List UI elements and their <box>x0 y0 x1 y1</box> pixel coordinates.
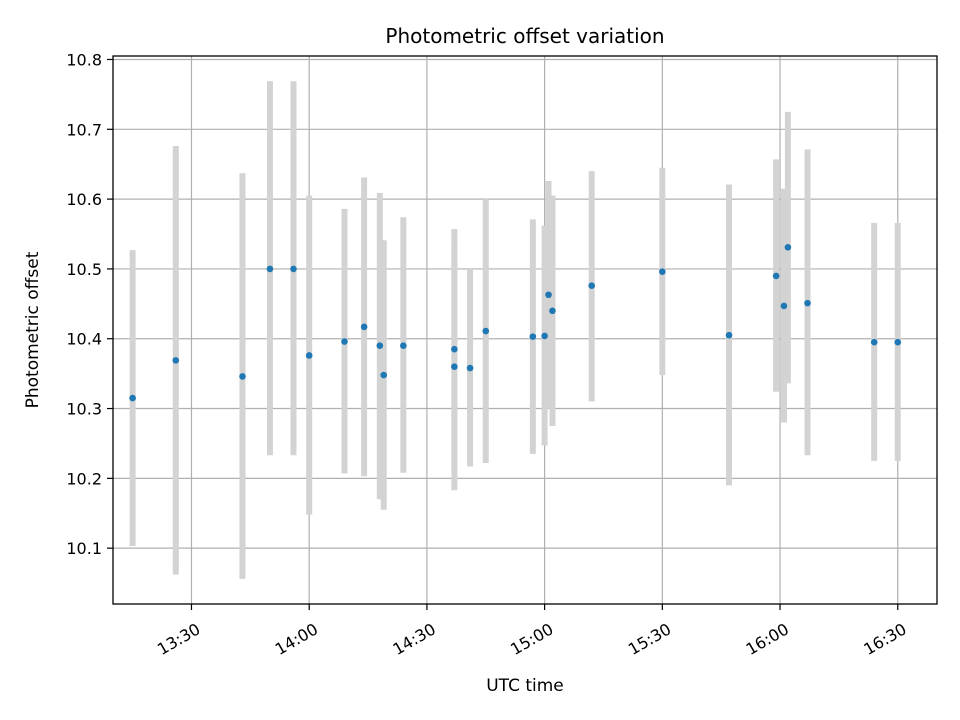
data-point <box>400 342 407 350</box>
data-point <box>545 291 552 299</box>
data-point <box>894 338 902 346</box>
data-point <box>172 357 180 364</box>
data-point <box>451 345 458 353</box>
data-point <box>780 302 788 310</box>
plot-area-frame <box>112 55 938 605</box>
data-point <box>772 272 780 280</box>
y-tick-label: 10.5 <box>66 260 102 279</box>
y-axis-ticks: 10.1 10.2 10.3 10.4 10.5 10.6 10.7 10.8 <box>66 50 113 558</box>
y-tick-label: 10.1 <box>66 539 102 558</box>
data-point <box>360 323 368 331</box>
data-point <box>466 364 474 372</box>
data-point <box>239 373 246 380</box>
data-point <box>541 332 548 340</box>
data-point <box>725 331 733 339</box>
data-point <box>588 282 596 289</box>
y-axis-title: Photometric offset <box>23 251 43 408</box>
y-tick-label: 10.7 <box>66 120 102 139</box>
data-point <box>305 352 313 359</box>
data-point <box>341 338 348 345</box>
y-tick-label: 10.6 <box>66 190 102 209</box>
y-tick-label: 10.2 <box>66 469 102 488</box>
data-points <box>129 243 902 402</box>
data-point <box>451 363 458 370</box>
data-point <box>290 265 297 273</box>
chart-title: Photometric offset variation <box>385 24 664 48</box>
data-point <box>380 371 388 379</box>
data-point <box>804 299 811 307</box>
data-point <box>529 333 537 340</box>
y-tick-label: 10.4 <box>66 330 102 349</box>
x-axis-title: UTC time <box>486 676 564 696</box>
data-point <box>376 342 384 350</box>
data-point <box>870 338 878 346</box>
data-point <box>129 394 136 402</box>
data-point <box>659 268 666 276</box>
data-point <box>266 265 274 273</box>
data-point <box>549 307 556 315</box>
y-tick-label: 10.8 <box>66 50 102 69</box>
data-point <box>784 243 792 251</box>
data-point <box>482 327 490 335</box>
y-tick-label: 10.3 <box>66 400 102 419</box>
